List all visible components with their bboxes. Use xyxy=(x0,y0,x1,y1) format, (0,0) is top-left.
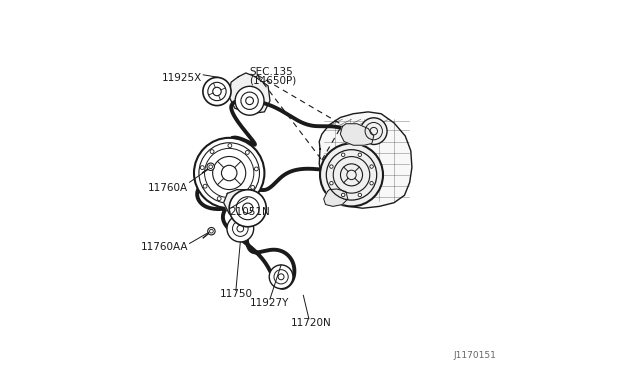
Circle shape xyxy=(342,193,345,197)
Circle shape xyxy=(358,193,362,197)
Text: 11925X: 11925X xyxy=(163,73,202,83)
Circle shape xyxy=(235,86,264,115)
Circle shape xyxy=(207,163,214,170)
Circle shape xyxy=(194,138,264,208)
Circle shape xyxy=(251,185,255,189)
Text: 11927Y: 11927Y xyxy=(250,298,290,308)
Circle shape xyxy=(229,190,266,227)
Circle shape xyxy=(269,265,293,289)
Circle shape xyxy=(330,165,333,168)
Circle shape xyxy=(360,118,387,144)
Text: 11750: 11750 xyxy=(220,289,252,299)
Text: 11760A: 11760A xyxy=(148,183,188,193)
Polygon shape xyxy=(229,73,270,114)
Circle shape xyxy=(342,153,345,157)
Polygon shape xyxy=(223,190,264,219)
Polygon shape xyxy=(319,112,412,208)
Text: 21051N: 21051N xyxy=(229,207,270,217)
Circle shape xyxy=(358,153,362,157)
Polygon shape xyxy=(324,189,348,206)
Circle shape xyxy=(245,151,250,154)
Circle shape xyxy=(228,144,232,148)
Circle shape xyxy=(320,143,383,206)
Circle shape xyxy=(330,182,333,185)
Circle shape xyxy=(255,167,259,171)
Circle shape xyxy=(370,165,373,168)
Circle shape xyxy=(208,228,215,235)
Text: J1170151: J1170151 xyxy=(453,351,496,360)
Polygon shape xyxy=(340,124,374,145)
Circle shape xyxy=(236,197,240,201)
Text: 11760AA: 11760AA xyxy=(141,242,188,252)
Circle shape xyxy=(227,215,253,242)
Circle shape xyxy=(200,166,204,170)
Circle shape xyxy=(370,182,373,185)
Text: (14650P): (14650P) xyxy=(250,76,297,86)
Text: 11720N: 11720N xyxy=(291,318,331,328)
Circle shape xyxy=(203,77,231,106)
Circle shape xyxy=(217,197,221,201)
Circle shape xyxy=(210,150,214,154)
Circle shape xyxy=(203,184,207,188)
Text: SEC.135: SEC.135 xyxy=(250,67,293,77)
